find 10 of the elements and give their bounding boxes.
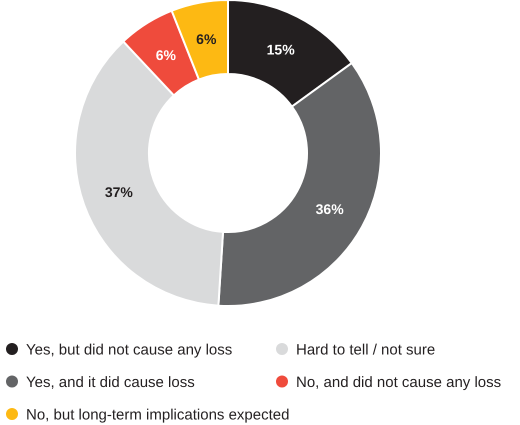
legend-label: Yes, and it did cause loss — [26, 374, 195, 391]
data-label: 37% — [104, 184, 134, 200]
legend-label: No, but long-term implications expected — [26, 406, 290, 424]
data-label: 6% — [156, 46, 177, 63]
legend-label: Hard to tell / not sure — [296, 341, 436, 358]
data-label: 15% — [266, 42, 296, 58]
legend-label: No, and did not cause any loss — [296, 374, 502, 391]
legend-label: Yes, but did not cause any loss — [26, 341, 232, 358]
data-label: 6% — [196, 30, 217, 47]
data-label: 36% — [316, 200, 344, 217]
